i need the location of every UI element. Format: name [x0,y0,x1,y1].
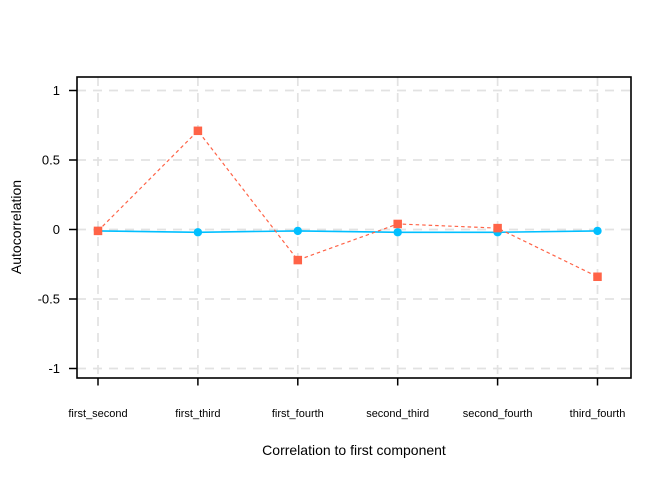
data-point-circle [393,228,402,237]
series-line-circle [97,230,598,234]
data-point-square [93,226,103,236]
x-axis-title: Correlation to first component [262,442,446,458]
series-line-square [97,129,598,278]
data-point-square [493,223,502,233]
data-point-square [193,126,203,136]
data-point-square [593,272,602,282]
data-point-circle [293,226,302,236]
y-tick-label: -0.5 [38,292,60,307]
x-tick-label: second_third [366,408,429,420]
y-tick-label: 0.5 [42,153,60,168]
x-tick-label: second_fourth [463,408,533,420]
data-point-circle [593,226,602,236]
y-tick-label: 0 [53,222,60,237]
x-tick-label: first_fourth [272,408,324,420]
y-tick-label: -1 [48,361,60,376]
x-tick-label: first_second [68,408,127,420]
panel-border [76,76,632,379]
data-point-square [393,219,402,229]
data-point-square [293,255,303,265]
x-tick-label: first_third [175,408,220,420]
data-point-circle [193,228,203,237]
y-tick-label: 1 [53,83,60,98]
y-axis-title: Autocorrelation [8,179,24,275]
x-tick-label: third_fourth [570,408,626,420]
